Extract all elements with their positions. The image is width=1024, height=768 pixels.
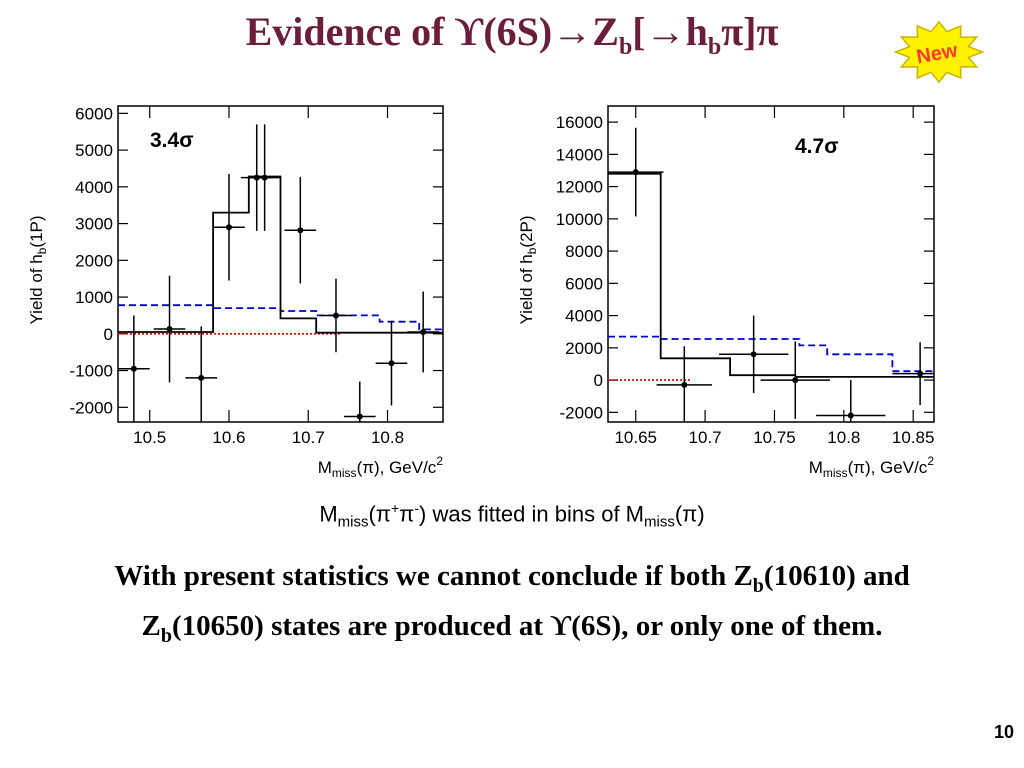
data-point [718, 315, 789, 393]
chart-hb1p: Yield of hb(1P) -2000 -1000 0 1000 2000 3000 4… [27, 104, 444, 480]
x-axis-label: Mmiss(π), GeV/c2 [809, 454, 935, 480]
x-tick-label: 10.8 [827, 428, 860, 447]
x-tick-labels: 10.65 10.7 10.75 10.8 10.85 [614, 428, 934, 447]
data-marker [297, 227, 304, 234]
data-marker [847, 412, 854, 419]
data-marker [632, 169, 639, 176]
x-tick-label: 10.5 [133, 428, 166, 447]
conclusion-line-1: With present statistics we cannot conclu… [114, 560, 910, 597]
data-marker [681, 381, 688, 388]
y-tick-label: 0 [594, 371, 603, 390]
data-point [760, 341, 830, 419]
y-tick-label: 2000 [75, 251, 113, 270]
y-tick-label: 4000 [75, 178, 113, 197]
data-marker [261, 174, 268, 181]
data-point [816, 380, 886, 422]
y-tick-labels: -2000 -1000 0 1000 2000 3000 4000 5000 6000 [70, 104, 113, 417]
y-tick-label: 2000 [565, 339, 603, 358]
data-point [407, 291, 440, 373]
y-tick-label: -1000 [70, 362, 113, 381]
x-axis-label: Mmiss(π), GeV/c2 [318, 454, 444, 480]
x-tick-label: 10.6 [212, 428, 245, 447]
data-marker [917, 370, 924, 377]
y-tick-label: 10000 [556, 210, 603, 229]
data-marker [750, 351, 757, 358]
data-marker [420, 328, 427, 335]
data-marker [332, 312, 339, 319]
y-axis-label: Yield of hb(2P) [517, 215, 539, 324]
data-point [213, 173, 245, 281]
data-point [892, 342, 934, 406]
data-marker [388, 360, 395, 367]
conclusion-text: With present statistics we cannot conclu… [20, 556, 1004, 656]
x-tick-label: 10.85 [892, 428, 935, 447]
y-tick-label: 0 [104, 325, 113, 344]
y-tick-label: 6000 [565, 274, 603, 293]
y-tick-label: 16000 [556, 113, 603, 132]
y-axis-label: Yield of hb(1P) [27, 215, 49, 324]
data-point [608, 127, 664, 217]
x-tick-labels: 10.5 10.6 10.7 10.8 [133, 428, 404, 447]
data-point [343, 381, 376, 422]
y-tick-label: 1000 [75, 288, 113, 307]
data-point [284, 176, 317, 284]
x-tick-label: 10.65 [614, 428, 657, 447]
signal-fit-curve [118, 175, 443, 334]
y-tick-label: -2000 [70, 398, 113, 417]
fit-caption: Mmiss(π+π-) was fitted in bins of Mmiss(… [319, 500, 705, 531]
data-marker [130, 365, 137, 372]
background-fit-curve [608, 335, 934, 373]
data-marker [166, 326, 173, 333]
y-tick-label: 3000 [75, 215, 113, 234]
data-point [153, 275, 186, 383]
y-tick-label: 4000 [565, 307, 603, 326]
y-tick-label: 6000 [75, 104, 113, 123]
y-tick-label: -2000 [560, 403, 603, 422]
signal-fit-curve [608, 172, 934, 378]
y-tick-labels: -2000 0 2000 4000 6000 8000 10000 12000 14000 160… [556, 113, 603, 422]
plot-frame [117, 105, 444, 423]
plot-area [117, 105, 444, 423]
y-tick-label: 8000 [565, 242, 603, 261]
data-marker [356, 413, 363, 420]
new-badge-star [893, 20, 985, 84]
y-tick-label: 12000 [556, 178, 603, 197]
data-point [185, 326, 218, 422]
x-tick-label: 10.8 [371, 428, 404, 447]
data-marker [792, 377, 799, 384]
plot-frame [607, 105, 935, 423]
data-point [656, 346, 713, 422]
data-point [320, 278, 352, 353]
slide-title: Evidence of ϒ(6S)→Zb[→hbπ]π [245, 9, 779, 60]
data-point [118, 315, 150, 422]
data-marker [225, 224, 232, 231]
x-tick-label: 10.75 [753, 428, 796, 447]
new-badge: New [893, 20, 985, 84]
plot-area [607, 105, 935, 423]
data-point [375, 320, 408, 406]
x-tick-label: 10.7 [689, 428, 722, 447]
y-tick-label: 5000 [75, 141, 113, 160]
page-number: 10 [993, 722, 1014, 742]
data-point [248, 124, 281, 231]
significance-label: 3.4σ [150, 129, 194, 152]
chart-hb2p: Yield of hb(2P) -2000 0 2000 4000 6000 8000 10… [517, 105, 935, 480]
y-tick-label: 14000 [556, 145, 603, 164]
conclusion-line-2: Zb(10650) states are produced at ϒ(6S), … [141, 609, 883, 647]
data-marker [198, 374, 205, 381]
x-tick-label: 10.7 [292, 428, 325, 447]
significance-label: 4.7σ [795, 135, 839, 158]
